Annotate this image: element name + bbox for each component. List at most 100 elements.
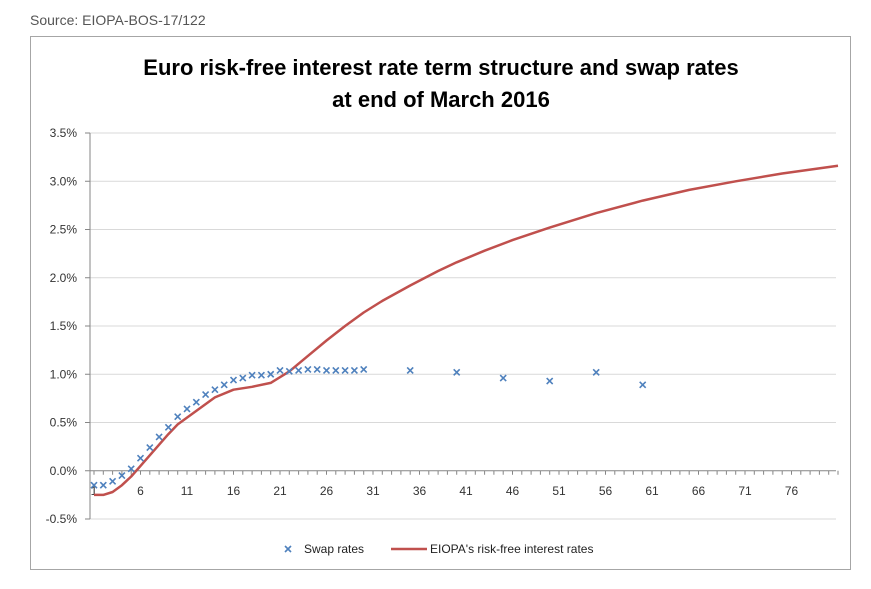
swap-rate-point: [90, 481, 98, 489]
source-note: Source: EIOPA-BOS-17/122: [30, 12, 206, 28]
swap-marker-stroke: [453, 368, 461, 376]
swap-rate-point: [211, 386, 219, 394]
y-tick-label: -0.5%: [46, 512, 78, 526]
x-tick-label: 11: [181, 484, 194, 498]
swap-marker-stroke: [341, 366, 349, 374]
chart-title-line1: Euro risk-free interest rate term struct…: [143, 55, 738, 80]
x-tick-label: 6: [137, 484, 144, 498]
swap-marker-stroke: [202, 390, 210, 399]
x-tick-label: 16: [227, 484, 241, 498]
swap-marker-stroke: [499, 374, 507, 382]
swap-marker-stroke: [239, 374, 247, 382]
swap-rate-point: [276, 366, 284, 374]
swap-rate-point: [174, 413, 182, 421]
swap-rate-point: [239, 374, 247, 382]
swap-rate-point: [229, 376, 238, 384]
swap-rate-point: [127, 465, 135, 473]
y-tick-label: 0.0%: [50, 464, 78, 478]
x-tick-label: 76: [785, 484, 799, 498]
x-tick-label: 71: [738, 484, 752, 498]
swap-marker-stroke: [639, 381, 647, 389]
swap-marker-stroke: [285, 367, 293, 375]
y-tick-labels: 3.5% 3.0% 2.5% 2.0% 1.5% 1.0% 0.5% 0.0% -0.5%: [46, 126, 78, 526]
chart-svg: Euro risk-free interest rate term struct…: [46, 55, 839, 556]
x-tick-label: 56: [599, 484, 613, 498]
legend: Swap rates EIOPA's risk-free interest rat…: [284, 542, 593, 556]
swap-marker-stroke: [155, 433, 163, 441]
swap-marker-stroke: [304, 365, 312, 373]
chart-frame: Euro risk-free interest rate term struct…: [30, 36, 851, 570]
plot-area: [90, 164, 839, 497]
swap-rate-point: [164, 423, 172, 431]
swap-rate-point: [183, 405, 191, 413]
x-tick-label: 36: [413, 484, 427, 498]
x-tick-label: 66: [692, 484, 706, 498]
swap-marker-stroke: [546, 377, 554, 385]
swap-marker-stroke: [360, 365, 368, 373]
swap-marker-stroke: [276, 366, 284, 374]
swap-rate-point: [257, 371, 265, 379]
rfr-series-line: [94, 164, 839, 497]
swap-rate-point: [192, 398, 200, 406]
y-tick-label: 0.5%: [50, 416, 78, 430]
swap-rate-point: [499, 374, 507, 382]
y-tick-label: 3.5%: [50, 126, 78, 140]
swap-rate-point: [109, 477, 117, 485]
swap-marker-stroke: [99, 481, 107, 489]
y-tick-label: 3.0%: [50, 174, 78, 188]
swap-rate-point: [453, 368, 461, 376]
swap-marker-stroke: [406, 366, 414, 374]
swap-marker-stroke: [248, 371, 256, 379]
swap-marker-stroke: [183, 405, 191, 413]
x-tick-label: 61: [645, 484, 659, 498]
swap-marker-stroke: [257, 371, 265, 379]
swap-rate-point: [202, 390, 210, 399]
swap-marker-stroke: [322, 366, 331, 374]
swap-marker-stroke: [229, 376, 238, 384]
swap-marker-stroke: [220, 381, 228, 389]
swap-rate-point: [322, 366, 331, 374]
x-tick-label: 31: [366, 484, 380, 498]
x-tick-label: 1: [91, 484, 98, 498]
x-tick-labels: 1 6 11 16 21 26 31 36 41 46 51 56 61 66 71 76: [91, 484, 799, 498]
y-tick-label: 1.0%: [50, 367, 78, 381]
legend-item-swap-rates: Swap rates: [284, 542, 364, 556]
swap-marker-stroke: [90, 481, 98, 489]
swap-rate-point: [248, 371, 256, 379]
swap-marker-stroke: [295, 366, 303, 374]
swap-rate-point: [406, 366, 414, 374]
swap-rate-point: [546, 377, 554, 385]
swap-marker-stroke: [313, 365, 321, 373]
swap-rate-point: [220, 381, 228, 389]
legend-label-rfr: EIOPA's risk-free interest rates: [430, 542, 593, 556]
swap-marker-stroke: [164, 423, 172, 431]
swap-rate-point: [360, 365, 368, 373]
legend-swap-marker: [284, 545, 292, 553]
swap-rate-point: [295, 366, 303, 374]
x-tick-label: 51: [552, 484, 566, 498]
swap-marker-stroke: [136, 454, 145, 462]
swap-marker-stroke: [350, 366, 358, 374]
swap-marker-stroke: [332, 366, 340, 374]
legend-item-rfr: EIOPA's risk-free interest rates: [391, 542, 593, 556]
swap-rate-point: [341, 366, 349, 374]
swap-rate-point: [592, 368, 600, 376]
swap-rate-point: [285, 367, 293, 375]
x-tick-label: 26: [320, 484, 334, 498]
y-tick-label: 2.5%: [50, 223, 78, 237]
swap-rate-point: [155, 433, 163, 441]
swap-rate-point: [304, 365, 312, 373]
swap-marker-stroke: [109, 477, 117, 485]
swap-rate-point: [332, 366, 340, 374]
legend-label-swap-rates: Swap rates: [304, 542, 364, 556]
swap-marker-stroke: [146, 444, 154, 452]
swap-marker-stroke: [174, 413, 182, 421]
swap-rate-point: [118, 472, 126, 480]
swap-rate-point: [313, 365, 321, 373]
chart-title-line2: at end of March 2016: [332, 87, 550, 112]
swap-rate-point: [267, 370, 275, 378]
swap-rate-point: [99, 481, 107, 489]
swap-rate-point: [136, 454, 145, 462]
swap-marker-stroke: [118, 472, 126, 480]
swap-marker-stroke: [192, 398, 200, 406]
